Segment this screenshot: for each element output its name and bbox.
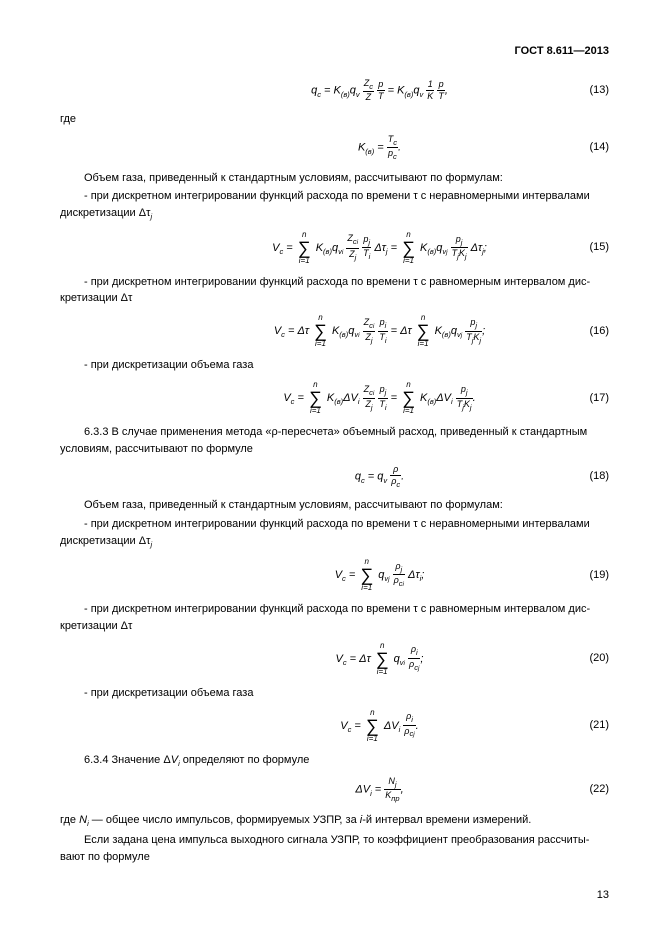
para-discrete-nonuniform-1a: - при дискретном интегрировании функций … — [60, 189, 609, 204]
para-discrete-uniform-2a: - при дискретном интегрировании функций … — [60, 602, 609, 617]
equation-17: Vс = n∑i=1 K(в)ΔVi ZсiZj pjTi = n∑i=1 K(… — [60, 381, 609, 415]
equation-17-body: Vс = n∑i=1 K(в)ΔVi ZсiZj pjTi = n∑i=1 K(… — [210, 381, 549, 415]
equation-15-body: Vс = n∑i=1 K(в)qvi ZсiZj pjTi Δτj = n∑i=… — [210, 231, 549, 265]
para-impulse-a: Если задана цена импульса выходного сигн… — [60, 833, 609, 848]
equation-17-number: (17) — [549, 391, 609, 406]
equation-20-body: Vс = Δτ n∑i=1 qvi ρiρсj; — [210, 642, 549, 676]
para-634: 6.3.4 Значение ΔVi определяют по формуле — [60, 753, 609, 769]
equation-22-number: (22) — [549, 782, 609, 797]
para-discrete-volume-1: - при дискретизации объема газа — [60, 358, 609, 373]
equation-14-body: K(в) = Tсpс. — [210, 135, 549, 161]
equation-18-number: (18) — [549, 469, 609, 484]
equation-19: Vс = n∑i=1 qvj ρjρсi Δτi; (19) — [60, 558, 609, 592]
equation-18: qс = qv ρρс. (18) — [60, 465, 609, 488]
equation-22: ΔVi = NjKпр, (22) — [60, 777, 609, 803]
para-discrete-uniform-2b: кретизации Δτ — [60, 619, 609, 634]
equation-13-number: (13) — [549, 83, 609, 98]
equation-20: Vс = Δτ n∑i=1 qvi ρiρсj; (20) — [60, 642, 609, 676]
equation-22-body: ΔVi = NjKпр, — [210, 777, 549, 803]
equation-13: qс = K(в)qv ZсZ pT = K(в)qv 1K pT, (13) — [60, 79, 609, 102]
para-discrete-nonuniform-2a: - при дискретном интегрировании функций … — [60, 517, 609, 532]
equation-21: Vс = n∑i=1 ΔVi ρiρсj. (21) — [60, 709, 609, 743]
equation-15: Vс = n∑i=1 K(в)qvi ZсiZj pjTi Δτj = n∑i=… — [60, 231, 609, 265]
equation-20-number: (20) — [549, 651, 609, 666]
equation-19-body: Vс = n∑i=1 qvj ρjρсi Δτi; — [210, 558, 549, 592]
para-discrete-nonuniform-2b: дискретизации Δτj — [60, 534, 609, 550]
page-number: 13 — [597, 888, 609, 903]
para-rho-method-a: 6.3.3 В случае применения метода «ρ-пере… — [60, 425, 609, 440]
document-header: ГОСТ 8.611—2013 — [60, 44, 609, 59]
para-vol-std-2: Объем газа, приведенный к стандартным ус… — [60, 498, 609, 513]
para-discrete-volume-2: - при дискретизации объема газа — [60, 686, 609, 701]
equation-21-body: Vс = n∑i=1 ΔVi ρiρсj. — [210, 709, 549, 743]
equation-16-number: (16) — [549, 324, 609, 339]
para-where-Ni: где Ni — общее число импульсов, формируе… — [60, 813, 609, 829]
equation-19-number: (19) — [549, 568, 609, 583]
equation-13-body: qс = K(в)qv ZсZ pT = K(в)qv 1K pT, — [210, 79, 549, 102]
para-impulse-b: вают по формуле — [60, 850, 609, 865]
equation-14-number: (14) — [549, 140, 609, 155]
para-discrete-nonuniform-1b: дискретизации Δτj — [60, 206, 609, 222]
equation-21-number: (21) — [549, 718, 609, 733]
where-label: где — [60, 112, 609, 127]
equation-16: Vс = Δτ n∑i=1 K(в)qvi ZсiZj piTi = Δτ n∑… — [60, 314, 609, 348]
para-discrete-uniform-1a: - при дискретном интегрировании функций … — [60, 275, 609, 290]
para-vol-std-1: Объем газа, приведенный к стандартным ус… — [60, 171, 609, 186]
equation-14: K(в) = Tсpс. (14) — [60, 135, 609, 161]
equation-18-body: qс = qv ρρс. — [210, 465, 549, 488]
para-discrete-uniform-1b: кретизации Δτ — [60, 291, 609, 306]
equation-16-body: Vс = Δτ n∑i=1 K(в)qvi ZсiZj piTi = Δτ n∑… — [210, 314, 549, 348]
equation-15-number: (15) — [549, 240, 609, 255]
para-rho-method-b: условиям, рассчитывают по формуле — [60, 442, 609, 457]
